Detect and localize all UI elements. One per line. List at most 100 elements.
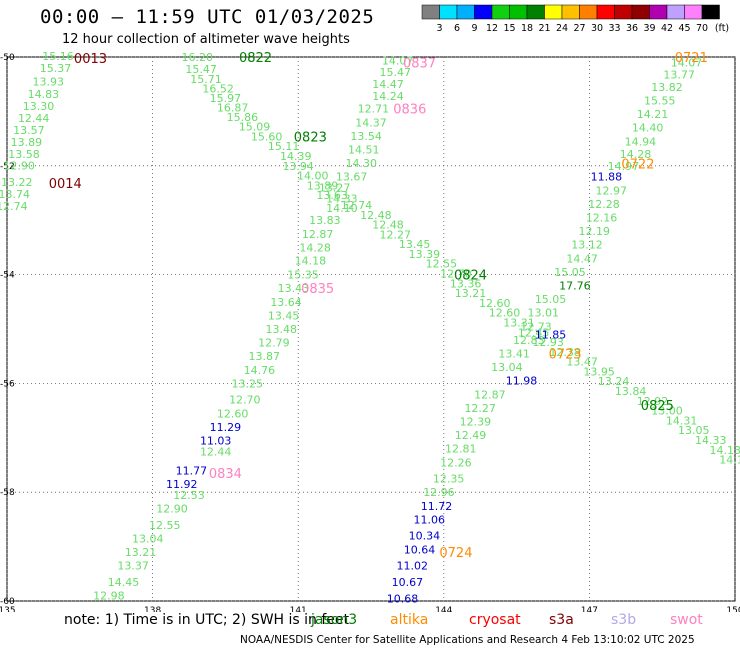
satellite-legend-item: altika — [390, 612, 429, 628]
satellite-legend-item: s3a — [549, 612, 574, 628]
pass-label: 0837 — [403, 56, 436, 71]
wave-height-point: 15.60 — [251, 130, 283, 143]
wave-height-point: 13.22 — [1, 176, 33, 189]
wave-height-point: 12.45 — [518, 326, 550, 339]
wave-height-point: 13.01 — [528, 307, 560, 320]
wave-height-point: 11.72 — [421, 500, 453, 513]
satellite-legend-item: jason3 — [311, 612, 358, 628]
pass-label: 0822 — [239, 51, 272, 66]
pass-label: 0834 — [209, 467, 242, 482]
wave-height-point: 13.83 — [309, 214, 341, 227]
x-tick-label: 135 — [0, 606, 16, 612]
pass-label: 0836 — [393, 103, 426, 118]
wave-height-point: 14.13 — [710, 444, 740, 457]
pass-label: 0722 — [621, 158, 654, 173]
wave-height-point: 11.85 — [535, 328, 567, 341]
pass-label: 0835 — [301, 282, 334, 297]
wave-height-point: 15.55 — [644, 95, 676, 108]
colorbar-label: 12 — [486, 23, 498, 34]
wave-height-point: 15.47 — [380, 66, 412, 79]
wave-height-point: 15.16 — [42, 50, 74, 63]
wave-height-point: 13.05 — [678, 424, 710, 437]
x-tick-label: 147 — [581, 606, 598, 612]
wave-height-point: 15.47 — [185, 63, 217, 76]
colorbar-label: 70 — [696, 23, 708, 34]
wave-height-point: 14.07 — [382, 54, 414, 67]
wave-height-point: 11.06 — [413, 513, 445, 526]
wave-height-point: 13.74 — [0, 188, 30, 201]
wave-height-point: 14.33 — [326, 192, 358, 205]
wave-height-point: 12.44 — [18, 112, 50, 125]
wave-height-point: 10.68 — [387, 592, 419, 605]
wave-height-point: 12.73 — [520, 320, 552, 333]
wave-height-point: 15.86 — [227, 111, 259, 124]
colorbar-unit: (ft) — [715, 23, 729, 34]
colorbar-label: 45 — [678, 23, 690, 34]
pass-label: 0723 — [549, 347, 582, 362]
wave-height-point: 15.97 — [210, 92, 242, 105]
wave-height-point: 13.00 — [651, 405, 683, 418]
wave-height-point: 13.25 — [231, 377, 263, 390]
wave-height-point: 10.34 — [409, 530, 441, 543]
wave-height-point: 13.30 — [23, 100, 55, 113]
wave-height-point: 14.28 — [299, 241, 331, 254]
wave-height-point: 14.24 — [372, 90, 404, 103]
wave-height-point: 10.67 — [392, 576, 424, 589]
wave-height-point: 14.97 — [608, 160, 640, 173]
y-tick-label: -60 — [0, 597, 15, 607]
satellite-legend-item: cryosat — [469, 612, 521, 628]
wave-height-point: 14.47 — [372, 78, 404, 91]
wave-height-point: 12.79 — [258, 337, 290, 350]
wave-height-point: 15.05 — [535, 293, 567, 306]
wave-height-point: 13.58 — [8, 148, 40, 161]
wave-height-point: 12.44 — [200, 445, 232, 458]
wave-height-point: 12.70 — [440, 268, 472, 281]
wave-height-point: 13.45 — [268, 309, 300, 322]
wave-height-point: 13.64 — [270, 296, 302, 309]
wave-height-point: 13.93 — [33, 75, 65, 88]
wave-height-point: 13.84 — [615, 385, 647, 398]
wave-height-point: 12.93 — [532, 336, 564, 349]
wave-height-point: 14.37 — [355, 116, 387, 129]
wave-height-point: 14.45 — [108, 576, 140, 589]
colorbar-label: 15 — [503, 23, 515, 34]
colorbar-label: 21 — [538, 23, 550, 34]
x-tick-label: 141 — [290, 606, 307, 612]
y-tick-label: -56 — [0, 379, 15, 389]
wave-height-point: 12.97 — [595, 184, 627, 197]
wave-height-point: 15.11 — [268, 140, 300, 153]
wave-height-point: 13.54 — [350, 130, 382, 143]
wave-height-point: 13.31 — [503, 316, 535, 329]
pass-label: 0014 — [49, 177, 82, 192]
wave-height-point: 12.35 — [433, 473, 465, 486]
wave-height-point: 12.70 — [229, 394, 261, 407]
wave-height-point: 12.55 — [426, 258, 458, 271]
wave-height-point: 12.60 — [479, 297, 511, 310]
colorbar-label: 39 — [643, 23, 655, 34]
colorbar-label: 42 — [661, 23, 673, 34]
wave-height-point: 11.88 — [591, 171, 623, 184]
wave-height-point: 12.90 — [156, 503, 188, 516]
wave-height-point: 10.64 — [404, 543, 436, 556]
wave-height-point: 12.60 — [489, 307, 521, 320]
y-tick-label: -50 — [0, 53, 15, 63]
wave-height-point: 13.94 — [282, 160, 314, 173]
color-scale-legend: 3 6 9 12 15 18 21 24 27 30 33 36 39 42 45 70 (ft) — [421, 4, 729, 34]
wave-height-point: 11.98 — [506, 375, 538, 388]
colorbar-label: 9 — [471, 23, 477, 34]
wave-height-point: 16.52 — [202, 83, 234, 96]
y-tick-label: -54 — [0, 271, 15, 281]
footer-credit: NOAA/NESDIS Center for Satellite Applica… — [240, 634, 695, 646]
wave-height-point: 14.07 — [671, 56, 703, 69]
wave-height-point: 12.53 — [173, 489, 205, 502]
wave-height-point: 13.24 — [598, 375, 630, 388]
wave-height-point: 14.76 — [244, 364, 276, 377]
wave-height-point: 13.77 — [663, 68, 695, 81]
wave-height-point: 12.71 — [358, 103, 390, 116]
wave-height-point: 14.28 — [620, 148, 652, 161]
wave-height-point: 14.51 — [348, 143, 380, 156]
wave-height-point: 13.57 — [13, 124, 45, 137]
wave-height-point: 12.96 — [423, 486, 455, 499]
wave-height-point: 16.87 — [217, 102, 249, 115]
wave-height-point: 14.30 — [346, 157, 378, 170]
